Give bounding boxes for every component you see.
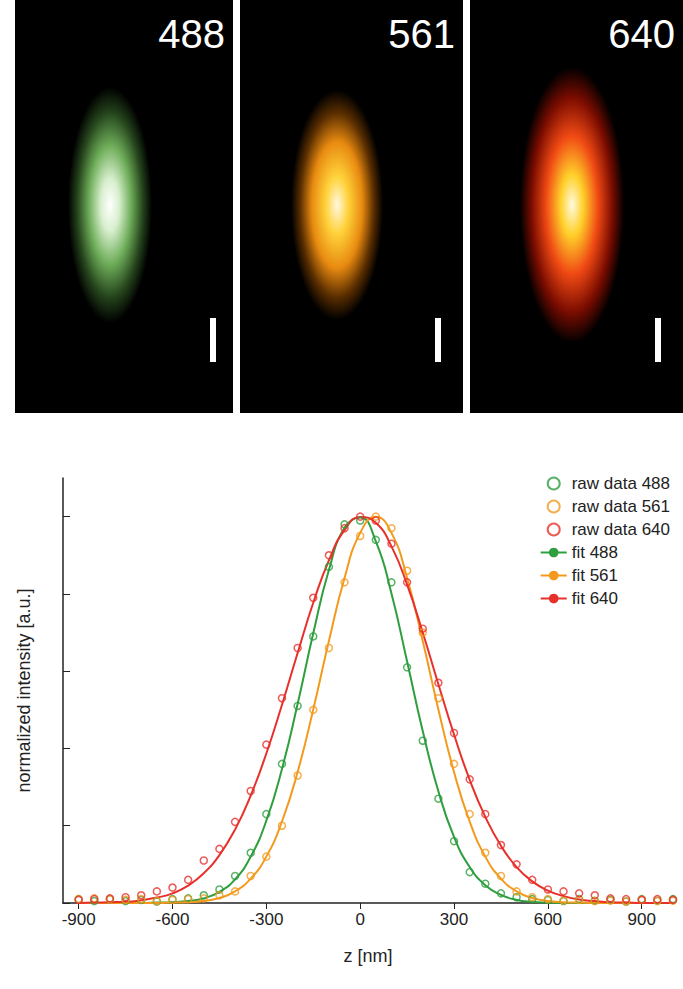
svg-text:900: 900 bbox=[628, 910, 656, 929]
svg-text:raw data 640: raw data 640 bbox=[572, 520, 670, 539]
svg-text:600: 600 bbox=[534, 910, 562, 929]
svg-text:-600: -600 bbox=[155, 910, 189, 929]
svg-text:488: 488 bbox=[158, 12, 225, 56]
svg-text:fit 640: fit 640 bbox=[572, 589, 618, 608]
svg-text:-900: -900 bbox=[62, 910, 96, 929]
svg-text:300: 300 bbox=[440, 910, 468, 929]
svg-text:-300: -300 bbox=[249, 910, 283, 929]
svg-text:normalized intensity [a.u.]: normalized intensity [a.u.] bbox=[14, 588, 34, 792]
svg-text:0: 0 bbox=[355, 910, 364, 929]
svg-text:640: 640 bbox=[608, 12, 675, 56]
svg-text:561: 561 bbox=[388, 12, 455, 56]
svg-text:z [nm]: z [nm] bbox=[343, 946, 392, 966]
svg-text:raw data 561: raw data 561 bbox=[572, 497, 670, 516]
svg-text:fit 488: fit 488 bbox=[572, 543, 618, 562]
svg-text:raw data 488: raw data 488 bbox=[572, 474, 670, 493]
svg-text:fit 561: fit 561 bbox=[572, 566, 618, 585]
